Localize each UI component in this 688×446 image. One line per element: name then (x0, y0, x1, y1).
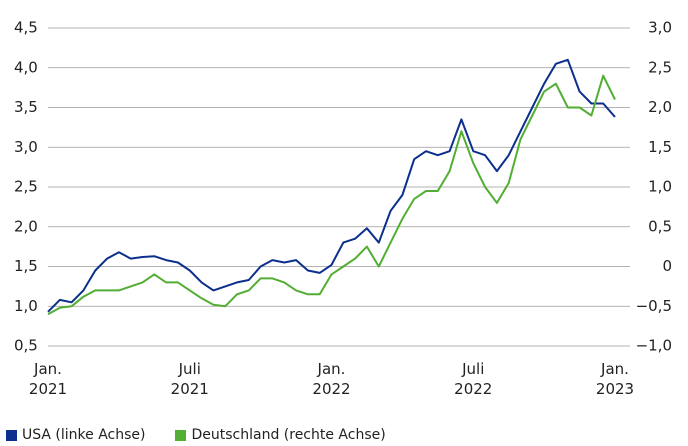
legend-item: Deutschland (rechte Achse) (175, 427, 386, 443)
y2-tick-label: 1,0 (648, 178, 672, 196)
y-tick-label: 3,0 (14, 138, 38, 156)
legend-item: USA (linke Achse) (6, 427, 145, 443)
x-tick-label: Jan. 2023 (595, 360, 635, 398)
legend-swatch (6, 429, 17, 441)
line-1 (47, 74, 616, 316)
y2-tick-label: 0 (662, 257, 672, 275)
y-tick-label: 2,0 (14, 217, 38, 235)
y2-tick-label: −0,5 (636, 297, 672, 315)
y2-tick-label: 2,0 (648, 98, 672, 116)
y-tick-label: 2,5 (14, 178, 38, 196)
legend: USA (linke Achse) Deutschland (rechte Ach… (6, 427, 386, 443)
y-tick-label: 3,5 (14, 98, 38, 116)
y2-tick-label: 3,0 (648, 19, 672, 37)
x-tick-label: Jan. 2022 (312, 360, 351, 398)
y-tick-label: 4,5 (14, 19, 38, 37)
x-tick-label: Jan. 2021 (28, 360, 68, 398)
legend-label: Deutschland (rechte Achse) (191, 427, 386, 443)
y-tick-label: 1,0 (14, 297, 38, 315)
y2-tick-label: 1,5 (648, 138, 672, 156)
y2-tick-label: 2,5 (648, 58, 672, 76)
line-0 (47, 58, 616, 313)
x-tick-label: Juli 2021 (170, 360, 209, 398)
legend-swatch (175, 429, 187, 441)
legend-label: USA (linke Achse) (22, 427, 146, 443)
y2-tick-label: −1,0 (636, 337, 672, 355)
x-tick-label: Juli 2022 (454, 360, 493, 398)
y-tick-label: 4,0 (14, 58, 38, 76)
y-tick-label: 1,5 (14, 257, 38, 275)
y2-tick-label: 0,5 (648, 217, 672, 235)
y-tick-label: 0,5 (14, 337, 38, 355)
